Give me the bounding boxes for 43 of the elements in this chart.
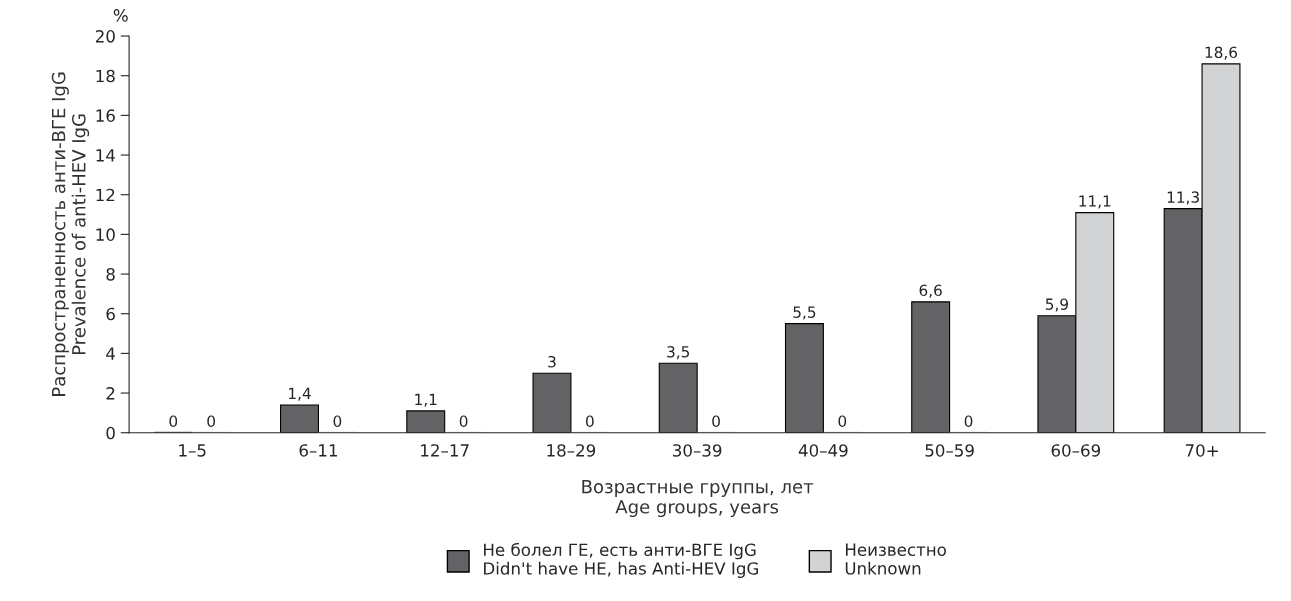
data-label: 5,5	[793, 306, 816, 320]
x-tick-label: 30–39	[673, 444, 722, 457]
data-label: 3	[548, 355, 556, 368]
y-tick-label: 2	[106, 387, 115, 400]
data-label: 18,6	[1205, 46, 1238, 60]
data-label: 1,1	[415, 393, 437, 407]
data-label: 0	[207, 415, 215, 427]
y-tick-label: 10	[96, 228, 115, 241]
data-label: 0	[964, 415, 973, 427]
y-tick-label: 4	[106, 347, 115, 360]
y-tick-label: 18	[96, 69, 115, 83]
data-label: 6,6	[919, 284, 942, 298]
x-tick-label: 50–59	[925, 444, 974, 457]
y-tick-label: 16	[96, 109, 115, 122]
x-tick-label: 1–5	[179, 444, 206, 457]
legend-label: Не болел ГЕ, есть анти-ВГЕ IgG Didn't have HE, has Anti-HEV IgG	[484, 542, 758, 578]
y-tick-label: 20	[95, 30, 115, 43]
data-label: 0	[459, 415, 468, 427]
x-tick-label: 12–17	[421, 444, 469, 457]
x-tick-label: 18–29	[547, 444, 596, 457]
data-label: 3,5	[667, 346, 690, 360]
data-label: 0	[333, 415, 342, 427]
y-tick-label: 0	[106, 426, 115, 440]
text: %	[113, 9, 128, 22]
y-tick-label: 8	[106, 268, 115, 281]
data-label: 0	[169, 415, 178, 427]
x-tick-label: 60–69	[1051, 444, 1101, 457]
y-tick-label: 14	[96, 149, 115, 162]
data-label: 1,4	[289, 387, 311, 401]
y-tick-label: 12	[96, 188, 115, 202]
data-label: 11,1	[1079, 195, 1111, 209]
x-tick-label: 6–11	[299, 444, 337, 457]
data-label: 0	[838, 415, 847, 427]
data-label: 0	[712, 415, 720, 427]
y-tick-label: 6	[106, 307, 115, 321]
y-axis-title: Распространенность анти-ВГЕ IgG Prevalence of anti-HEV IgG	[51, 72, 90, 396]
data-label: 5,9	[1045, 298, 1068, 312]
data-label: 0	[585, 415, 594, 427]
x-axis-title: Возрастные группы, лет Age groups, years	[582, 479, 814, 518]
x-tick-label: 70+	[1185, 444, 1218, 457]
x-tick-label: 40–49	[798, 444, 848, 457]
legend-label: Неизвестно Unknown	[845, 543, 946, 575]
data-label: 11,3	[1167, 191, 1199, 205]
